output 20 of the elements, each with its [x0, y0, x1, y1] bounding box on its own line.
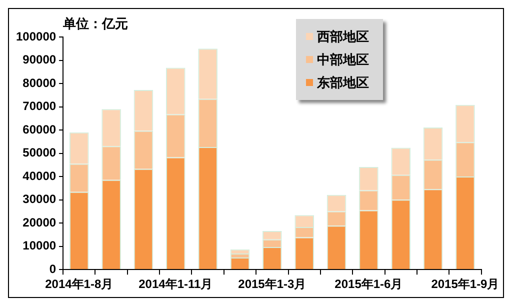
legend-label: 中部地区 [317, 50, 369, 68]
y-tick-label: 80000 [22, 76, 56, 90]
y-tick-label: 90000 [22, 52, 56, 67]
y-tick-label: 0 [49, 262, 56, 276]
y-tick-label: 50000 [22, 146, 56, 160]
legend-label: 西部地区 [317, 28, 369, 46]
y-tick-label: 70000 [22, 99, 56, 114]
legend-label: 东部地区 [317, 74, 369, 92]
y-tick-label: 40000 [22, 168, 56, 183]
x-tick-label: 2014年1-11月 [138, 277, 213, 292]
x-tick-label: 2015年1-3月 [238, 277, 306, 292]
y-tick-label: 10000 [22, 238, 56, 253]
x-tick-label: 2014年1-8月 [45, 277, 114, 292]
y-axis-title: 单位：亿元 [62, 16, 128, 32]
y-tick-label: 30000 [22, 192, 56, 206]
y-tick-label: 20000 [22, 215, 56, 230]
x-tick-label: 2015年1-9月 [431, 277, 500, 292]
x-tick-label: 2015年1-6月 [334, 277, 403, 292]
y-tick-label: 60000 [22, 122, 56, 136]
y-tick-label: 100000 [16, 29, 56, 44]
